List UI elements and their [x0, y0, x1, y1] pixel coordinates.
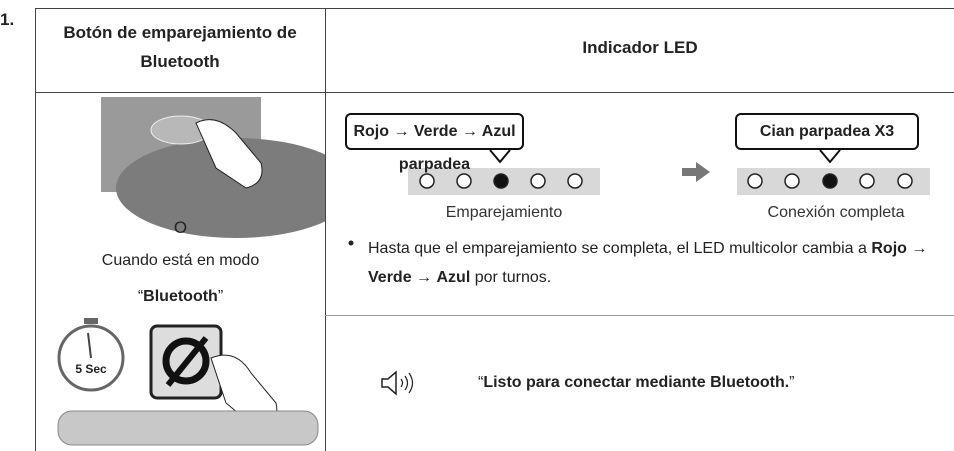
table-border — [35, 8, 954, 9]
step-number: 1. — [0, 10, 15, 29]
timer-label: 5 Sec — [75, 362, 107, 376]
led-note: Hasta que el emparejamiento se completa,… — [368, 234, 938, 292]
text: Hasta que el emparejamiento se completa,… — [368, 240, 872, 257]
header-led: Indicador LED — [582, 38, 698, 57]
callout-pairing: Rojo → Verde → Azul parpadea — [345, 113, 524, 173]
caption-complete: Conexión completa — [767, 204, 905, 221]
quote: “ — [137, 288, 144, 305]
table-border — [35, 92, 954, 93]
led-illustrations — [348, 149, 930, 246]
text: → — [411, 269, 437, 286]
quote: “ — [478, 374, 484, 391]
table-border — [325, 315, 954, 316]
or-label: O — [173, 218, 188, 237]
mode-intro: Cuando está en modo — [101, 252, 260, 269]
voice-message: “Listo para conectar mediante Bluetooth.… — [478, 374, 794, 392]
mode: Bluetooth — [143, 288, 218, 305]
header-button: Botón de emparejamiento de Bluetooth — [63, 23, 297, 71]
color: Rojo — [871, 240, 907, 257]
quote: ” — [217, 288, 224, 305]
table-border — [35, 8, 36, 451]
callout-complete: Cian parpadea X3 — [735, 113, 919, 150]
text: por turnos. — [470, 269, 552, 286]
speaker-icon — [381, 370, 414, 396]
button-illustrations: 5 Sec — [57, 97, 325, 446]
color: Verde — [368, 269, 412, 286]
quote: ” — [789, 374, 795, 391]
mode-name: “Bluetooth” — [36, 288, 325, 306]
color: Azul — [436, 269, 471, 286]
text: → — [906, 240, 928, 257]
message: Listo para conectar mediante Bluetooth. — [483, 374, 790, 391]
caption-pairing: Emparejamiento — [445, 204, 563, 221]
table-border — [325, 8, 326, 451]
